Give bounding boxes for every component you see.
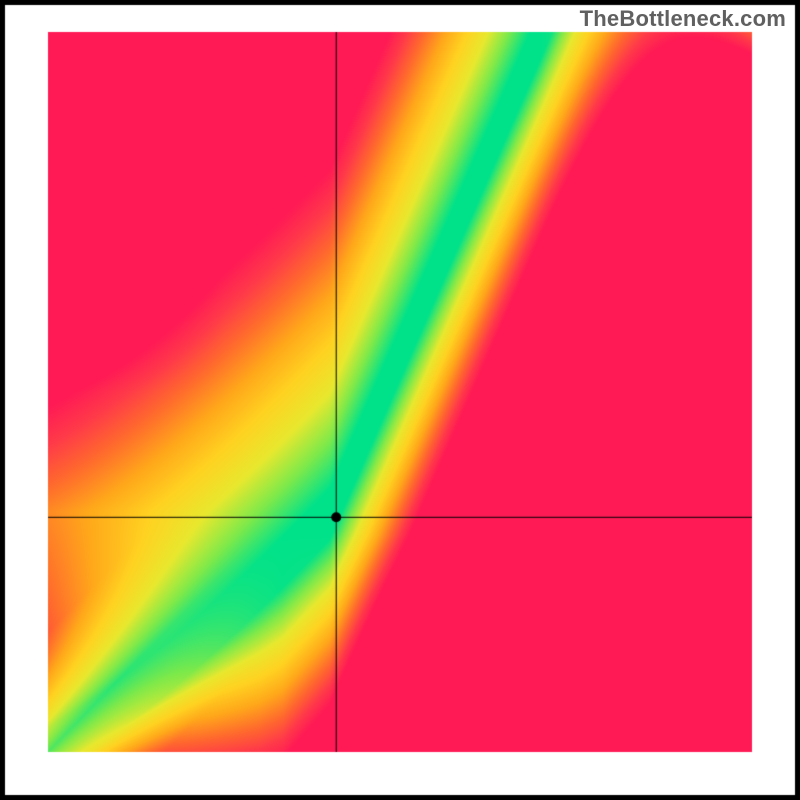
watermark-text: TheBottleneck.com bbox=[580, 6, 786, 32]
heatmap-canvas bbox=[0, 0, 800, 800]
chart-container: TheBottleneck.com bbox=[0, 0, 800, 800]
